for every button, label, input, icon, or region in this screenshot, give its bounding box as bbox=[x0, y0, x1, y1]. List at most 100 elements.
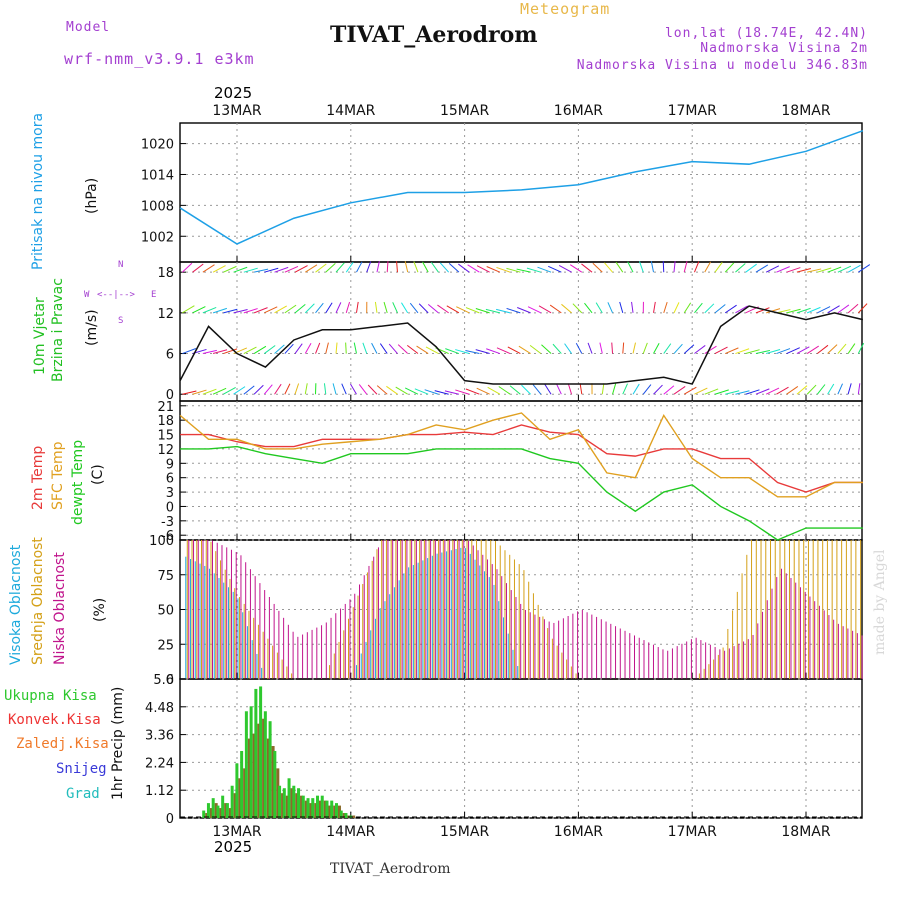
wind-arrow bbox=[584, 302, 593, 314]
wind-arrow bbox=[506, 267, 521, 273]
cloud-tick-label: 50 bbox=[157, 604, 174, 619]
wind-arrow bbox=[704, 303, 715, 314]
wind-arrow bbox=[467, 264, 480, 273]
wind-arrow bbox=[604, 262, 613, 273]
precip-tick-label: 3.36 bbox=[145, 729, 174, 744]
wind-arrow bbox=[182, 262, 193, 273]
wind-arrow bbox=[413, 261, 419, 273]
wind-arrow bbox=[552, 343, 562, 354]
precip-total-bar bbox=[282, 788, 286, 818]
wind-arrow bbox=[627, 261, 634, 273]
wind-arrow bbox=[315, 263, 327, 273]
cloud-tick-label: 25 bbox=[157, 638, 174, 653]
wind-arrow bbox=[445, 348, 460, 355]
wind-arrow bbox=[579, 383, 583, 395]
wind-arrow bbox=[456, 306, 470, 314]
wind-arrow bbox=[561, 303, 572, 314]
wind-arrow bbox=[599, 342, 603, 354]
wind-arrow bbox=[345, 342, 347, 354]
precip-convective-bar bbox=[281, 793, 285, 818]
wind-arrow bbox=[653, 342, 660, 354]
wind-arrow bbox=[532, 384, 542, 395]
legend-snow: Snijeg bbox=[56, 761, 107, 777]
wind-arrow bbox=[806, 306, 821, 314]
wind-arrow bbox=[284, 383, 291, 395]
wind-arrow bbox=[212, 387, 227, 395]
wind-arrow bbox=[274, 305, 288, 314]
page-title: TIVAT_Aerodrom bbox=[330, 22, 538, 48]
legend-convective: Konvek.Kisa bbox=[8, 712, 101, 728]
precip-total-bar bbox=[287, 778, 291, 818]
wind-arrow bbox=[632, 383, 640, 395]
wind-arrow bbox=[253, 345, 267, 354]
wind-arrow bbox=[567, 383, 573, 395]
wind-arrow bbox=[581, 263, 593, 273]
precip-total-bar bbox=[254, 688, 258, 818]
wind-arrow bbox=[243, 308, 258, 314]
wind-arrow bbox=[414, 388, 429, 395]
precip-convective-bar bbox=[271, 746, 275, 818]
wind-arrow bbox=[529, 345, 542, 354]
wind-arrow bbox=[663, 385, 675, 395]
wind-arrow bbox=[564, 343, 572, 354]
wind-arrow bbox=[615, 261, 624, 273]
precip-convective-bar bbox=[257, 723, 261, 818]
precip-convective-bar bbox=[224, 803, 228, 818]
wind-arrow bbox=[233, 386, 246, 395]
compass-e: E bbox=[151, 290, 157, 300]
wind-arrow bbox=[294, 383, 300, 395]
wind-tick-label: 6 bbox=[166, 348, 174, 363]
wind-arrow bbox=[725, 390, 740, 395]
wind-arrow bbox=[735, 305, 748, 314]
wind-arrow bbox=[518, 345, 531, 354]
temp-tick-label: 18 bbox=[157, 414, 174, 429]
precip-convective-bar bbox=[342, 813, 346, 818]
wind-arrow bbox=[776, 266, 790, 273]
wind-arrow bbox=[673, 261, 676, 273]
wind-arrow bbox=[776, 309, 791, 314]
wind-arrow bbox=[335, 342, 338, 354]
wind-arrow bbox=[538, 305, 552, 314]
wind-arrow bbox=[253, 384, 264, 395]
wind-arrow bbox=[847, 303, 859, 314]
wind-arrow bbox=[776, 348, 791, 355]
wind-arrow bbox=[243, 385, 255, 395]
wind-arrow bbox=[622, 342, 625, 354]
wind-arrow bbox=[476, 387, 490, 395]
wind-arrow bbox=[653, 384, 663, 395]
precip-total-bar bbox=[221, 795, 225, 818]
wind-arrow bbox=[455, 349, 470, 355]
precip-total-bar bbox=[225, 803, 229, 818]
wind-arrow bbox=[847, 383, 852, 395]
wind-arrow bbox=[642, 342, 648, 354]
precip-total-bar bbox=[202, 810, 206, 818]
precip-total-bar bbox=[330, 800, 334, 818]
wind-arrow bbox=[376, 385, 388, 395]
wind-arrow bbox=[371, 342, 378, 354]
wind-arrow bbox=[496, 347, 511, 354]
precip-convective-bar bbox=[243, 768, 247, 818]
wind-arrow bbox=[555, 383, 562, 395]
wind-arrow bbox=[786, 267, 801, 273]
precip-tick-label: 1.12 bbox=[145, 784, 174, 799]
wind-arrow bbox=[735, 348, 750, 355]
wind-arrow bbox=[735, 263, 746, 273]
wind-arrow bbox=[263, 384, 273, 395]
wind-arrow bbox=[444, 390, 460, 395]
wind-arrow bbox=[233, 266, 248, 273]
wind-arrow bbox=[294, 343, 303, 354]
wind-arrow bbox=[745, 263, 757, 273]
precip-convective-bar bbox=[247, 738, 251, 818]
wind-speed-line bbox=[179, 305, 864, 385]
precip-tick-label: 2.24 bbox=[145, 756, 174, 771]
wind-arrow bbox=[202, 306, 217, 314]
precip-total-bar bbox=[230, 785, 234, 818]
precip-total-bar bbox=[292, 785, 296, 818]
temp-tick-label: 15 bbox=[157, 429, 174, 444]
wind-arrow bbox=[341, 383, 347, 395]
wind-arrow bbox=[437, 304, 449, 314]
bottom-date-tick: 16MAR bbox=[554, 824, 603, 840]
wind-arrow bbox=[683, 344, 695, 354]
model-value: wrf-nmm_v3.9.1 e3km bbox=[64, 50, 255, 68]
